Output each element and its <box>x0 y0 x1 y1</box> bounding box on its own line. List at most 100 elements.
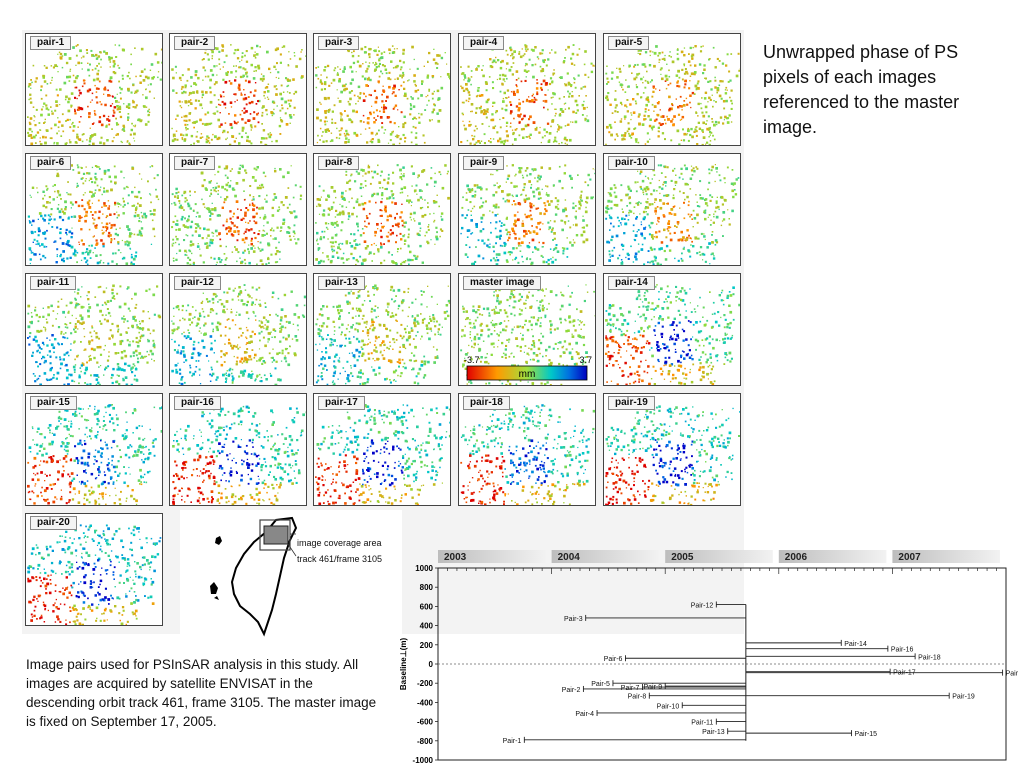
phase-map <box>315 284 450 385</box>
panel-pair-1: pair-1 <box>25 33 163 146</box>
pair-line-16 <box>745 645 889 652</box>
y-axis-label: Baseline⊥(m) <box>399 638 408 691</box>
phase-map <box>27 164 160 265</box>
panel-label: pair-12 <box>174 276 221 290</box>
colorbar: -3.7 3.7 mm <box>464 355 592 381</box>
colorbar-max: 3.7 <box>579 355 592 365</box>
panel-pair-3: pair-3 <box>313 33 451 146</box>
y-tick-label: -400 <box>417 698 434 707</box>
pair-line-4 <box>596 709 746 716</box>
pair-label: Pair-4 <box>575 711 594 718</box>
pair-label: Pair-18 <box>918 654 941 661</box>
panel-label: pair-5 <box>608 36 650 50</box>
panel-pair-9: pair-9 <box>458 153 596 266</box>
panel-pair-11: pair-11 <box>25 273 163 386</box>
pair-line-10 <box>681 702 746 709</box>
phase-map <box>171 164 303 265</box>
panel-label: pair-3 <box>318 36 360 50</box>
panel-pair-6: pair-6 <box>25 153 163 266</box>
pair-line-11 <box>715 718 746 725</box>
phase-map <box>605 284 740 385</box>
y-tick-label: -1000 <box>413 756 434 765</box>
penghu-islands <box>210 582 219 600</box>
panel-pair-13: pair-13 <box>313 273 451 386</box>
phase-map <box>315 164 450 265</box>
y-tick-label: 1000 <box>415 564 433 573</box>
panel-label: pair-7 <box>174 156 216 170</box>
panel-pair-19: pair-19 <box>603 393 741 506</box>
y-tick-label: 800 <box>420 583 434 592</box>
pair-line-8 <box>648 692 746 699</box>
colorbar-unit: mm <box>519 369 536 380</box>
description-top: Unwrapped phase of PS pixels of each ima… <box>763 42 960 137</box>
year-label: 2003 <box>444 552 467 563</box>
panel-label: pair-10 <box>608 156 655 170</box>
panel-label: pair-11 <box>30 276 77 290</box>
phase-map <box>27 44 162 145</box>
track-pointer-line <box>287 543 297 557</box>
year-bar <box>665 550 773 563</box>
panel-pair-8: pair-8 <box>313 153 451 266</box>
year-label: 2006 <box>785 552 808 563</box>
phase-map <box>460 404 595 505</box>
pair-label: Pair-16 <box>891 647 914 654</box>
pair-line-6 <box>624 655 746 662</box>
taiwan-outline <box>230 516 298 637</box>
panel-label: pair-6 <box>30 156 72 170</box>
y-tick-label: 0 <box>429 660 434 669</box>
panel-pair-20: pair-20 <box>25 513 163 626</box>
panel-label: pair-1 <box>30 36 72 50</box>
phase-map <box>605 405 740 505</box>
panel-pair-4: pair-4 <box>458 33 596 146</box>
y-tick-label: 200 <box>420 641 434 650</box>
panel-label: pair-16 <box>174 396 221 410</box>
inset-label-track: track 461/frame 3105 <box>297 554 382 564</box>
pair-label: Pair-12 <box>691 602 714 609</box>
phase-map <box>605 164 740 265</box>
colorbar-min: -3.7 <box>464 355 480 365</box>
kinmen-island <box>215 536 222 545</box>
inset-label-area: image coverage area <box>297 538 382 548</box>
phase-map <box>172 404 306 505</box>
year-label: 2007 <box>898 552 921 563</box>
panel-label: pair-20 <box>30 516 77 530</box>
year-bar <box>551 550 660 563</box>
track-frame-box <box>263 525 289 545</box>
pair-label: Pair-13 <box>702 729 725 736</box>
pair-label: Pair-8 <box>628 694 647 701</box>
panel-label: pair-13 <box>318 276 365 290</box>
y-tick-label: -600 <box>417 718 434 727</box>
pair-label: Pair-11 <box>691 720 713 727</box>
pair-label: Pair-2 <box>562 687 581 694</box>
panel-pair-18: pair-18 <box>458 393 596 506</box>
pair-line-3 <box>585 614 746 621</box>
pair-label: Pair-1 <box>503 738 522 745</box>
year-bar <box>438 550 546 563</box>
panel-label: pair-8 <box>318 156 360 170</box>
panel-pair-17: pair-17 <box>313 393 451 506</box>
pair-line-20 <box>745 669 1004 676</box>
phase-map <box>460 164 595 265</box>
pair-label: Pair-17 <box>893 670 916 677</box>
y-tick-label: 600 <box>420 602 434 611</box>
panel-pair-5: pair-5 <box>603 33 741 146</box>
panel-pair-10: pair-10 <box>603 153 741 266</box>
panel-pair-2: pair-2 <box>169 33 307 146</box>
phase-map <box>315 44 450 145</box>
panel-pair-16: pair-16 <box>169 393 307 506</box>
pair-line-18 <box>745 653 916 660</box>
panel-label: pair-17 <box>318 396 365 410</box>
panel-label: pair-9 <box>463 156 505 170</box>
pair-label: Pair-20 <box>1006 671 1018 678</box>
phase-map <box>27 524 162 625</box>
master-image-panel: master image -3.7 3.7 mm <box>458 273 596 386</box>
pair-label: Pair-15 <box>855 731 878 738</box>
phase-map <box>605 45 740 145</box>
pair-label: Pair-7 <box>621 685 640 692</box>
pair-label: Pair-10 <box>657 703 680 710</box>
phase-map <box>171 284 306 385</box>
pair-label: Pair-3 <box>564 616 583 623</box>
panel-label: pair-2 <box>174 36 216 50</box>
pair-line-7 <box>642 684 746 691</box>
phase-map <box>27 404 162 505</box>
